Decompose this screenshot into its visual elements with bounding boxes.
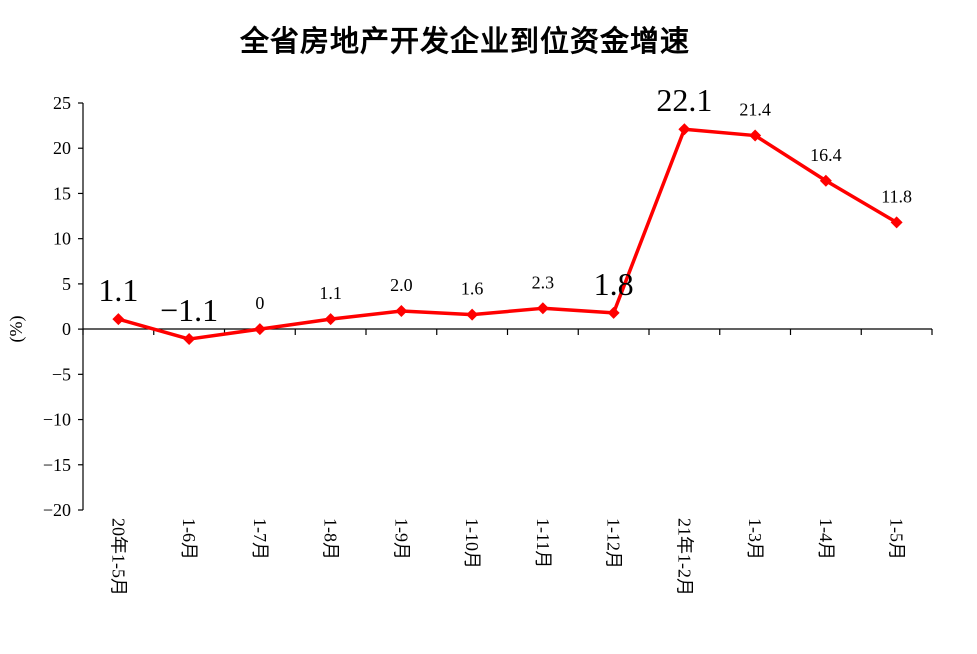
y-tick-label: 0 bbox=[62, 319, 71, 339]
y-tick-label: 25 bbox=[53, 93, 71, 113]
data-label: 1.1 bbox=[98, 272, 138, 308]
data-label: 1.8 bbox=[594, 266, 634, 302]
x-tick-label: 21年1-2月 bbox=[674, 518, 694, 596]
y-tick-label: 10 bbox=[53, 229, 71, 249]
x-tick-label: 1-4月 bbox=[816, 518, 836, 560]
y-axis-label: (%) bbox=[6, 316, 27, 343]
x-tick-label: 1-5月 bbox=[887, 518, 907, 560]
data-point-marker bbox=[112, 313, 125, 326]
series-line bbox=[117, 127, 898, 341]
y-tick-label: 5 bbox=[62, 274, 71, 294]
x-tick-label: 1-7月 bbox=[250, 518, 270, 560]
x-tick-label: 1-3月 bbox=[745, 518, 765, 560]
chart-title: 全省房地产开发企业到位资金增速 bbox=[239, 24, 690, 58]
data-label: 1.1 bbox=[319, 283, 342, 303]
x-tick-label: 1-6月 bbox=[179, 518, 199, 560]
data-label: 21.4 bbox=[739, 100, 771, 120]
data-point-marker bbox=[819, 174, 832, 187]
data-label: 11.8 bbox=[881, 186, 912, 206]
y-tick-label: 15 bbox=[53, 183, 71, 203]
labels-layer: 20年1-5月 1-6月 1-7月 1-8月 1-9月 1-10月 1-11月 1-12月 21… bbox=[98, 82, 912, 596]
y-tick-label: −20 bbox=[43, 500, 71, 520]
axes-layer: 25 20 15 10 5 0 −5 −10 −15 −20 (%) bbox=[6, 93, 933, 520]
y-tick-label: −5 bbox=[52, 364, 71, 384]
data-label: 0 bbox=[255, 293, 264, 313]
data-point-marker bbox=[749, 129, 762, 142]
data-point-marker bbox=[183, 333, 196, 346]
data-label: 1.6 bbox=[461, 279, 484, 299]
data-label: 16.4 bbox=[810, 145, 842, 165]
series-layer bbox=[112, 123, 903, 346]
y-tick-label: 20 bbox=[53, 138, 71, 158]
x-tick-label: 1-10月 bbox=[462, 518, 482, 569]
data-point-marker bbox=[253, 323, 266, 336]
x-tick-label: 20年1-5月 bbox=[108, 518, 128, 596]
y-tick-label: −10 bbox=[43, 410, 71, 430]
data-label: 2.3 bbox=[532, 272, 555, 292]
y-tick-label: −15 bbox=[43, 455, 71, 475]
x-tick-label: 1-11月 bbox=[533, 518, 553, 568]
x-tick-label: 1-9月 bbox=[391, 518, 411, 560]
data-label: −1.1 bbox=[160, 292, 218, 328]
data-label: 22.1 bbox=[656, 82, 712, 118]
data-point-marker bbox=[678, 123, 691, 136]
data-point-marker bbox=[324, 313, 337, 326]
x-tick-label: 1-8月 bbox=[321, 518, 341, 560]
data-point-marker bbox=[466, 308, 479, 321]
x-tick-label: 1-12月 bbox=[604, 518, 624, 569]
data-label: 2.0 bbox=[390, 275, 413, 295]
data-point-marker bbox=[395, 305, 408, 318]
data-point-marker bbox=[890, 216, 903, 229]
data-point-marker bbox=[607, 306, 620, 319]
data-point-marker bbox=[536, 302, 549, 315]
